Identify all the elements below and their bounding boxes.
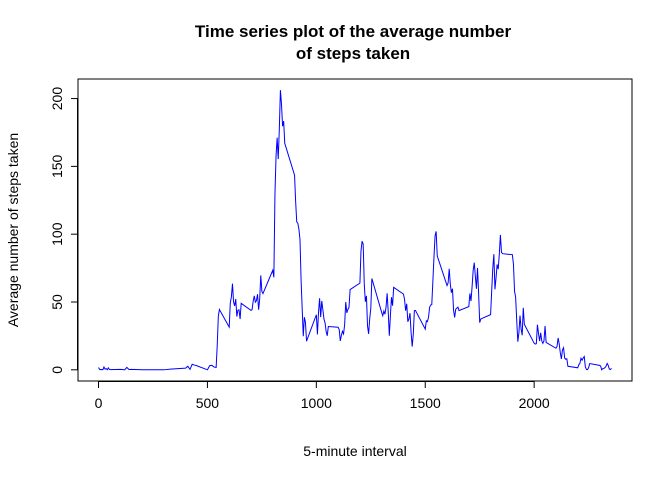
chart-title: of steps taken (296, 44, 410, 63)
y-tick-label: 50 (49, 294, 65, 310)
plot-box (77, 78, 633, 382)
x-tick-label: 0 (95, 395, 103, 411)
y-tick-label: 200 (49, 87, 65, 111)
y-tick-label: 150 (49, 154, 65, 178)
x-tick-label: 500 (196, 395, 220, 411)
y-tick-label: 100 (49, 222, 65, 246)
data-line (98, 90, 612, 371)
y-axis-label: Average number of steps taken (5, 133, 21, 327)
x-tick-label: 1500 (410, 395, 441, 411)
chart-title: Time series plot of the average number (195, 22, 512, 41)
x-tick-label: 2000 (519, 395, 550, 411)
x-axis-label: 5-minute interval (303, 443, 407, 459)
y-tick-label: 0 (49, 366, 65, 374)
x-tick-label: 1000 (301, 395, 332, 411)
